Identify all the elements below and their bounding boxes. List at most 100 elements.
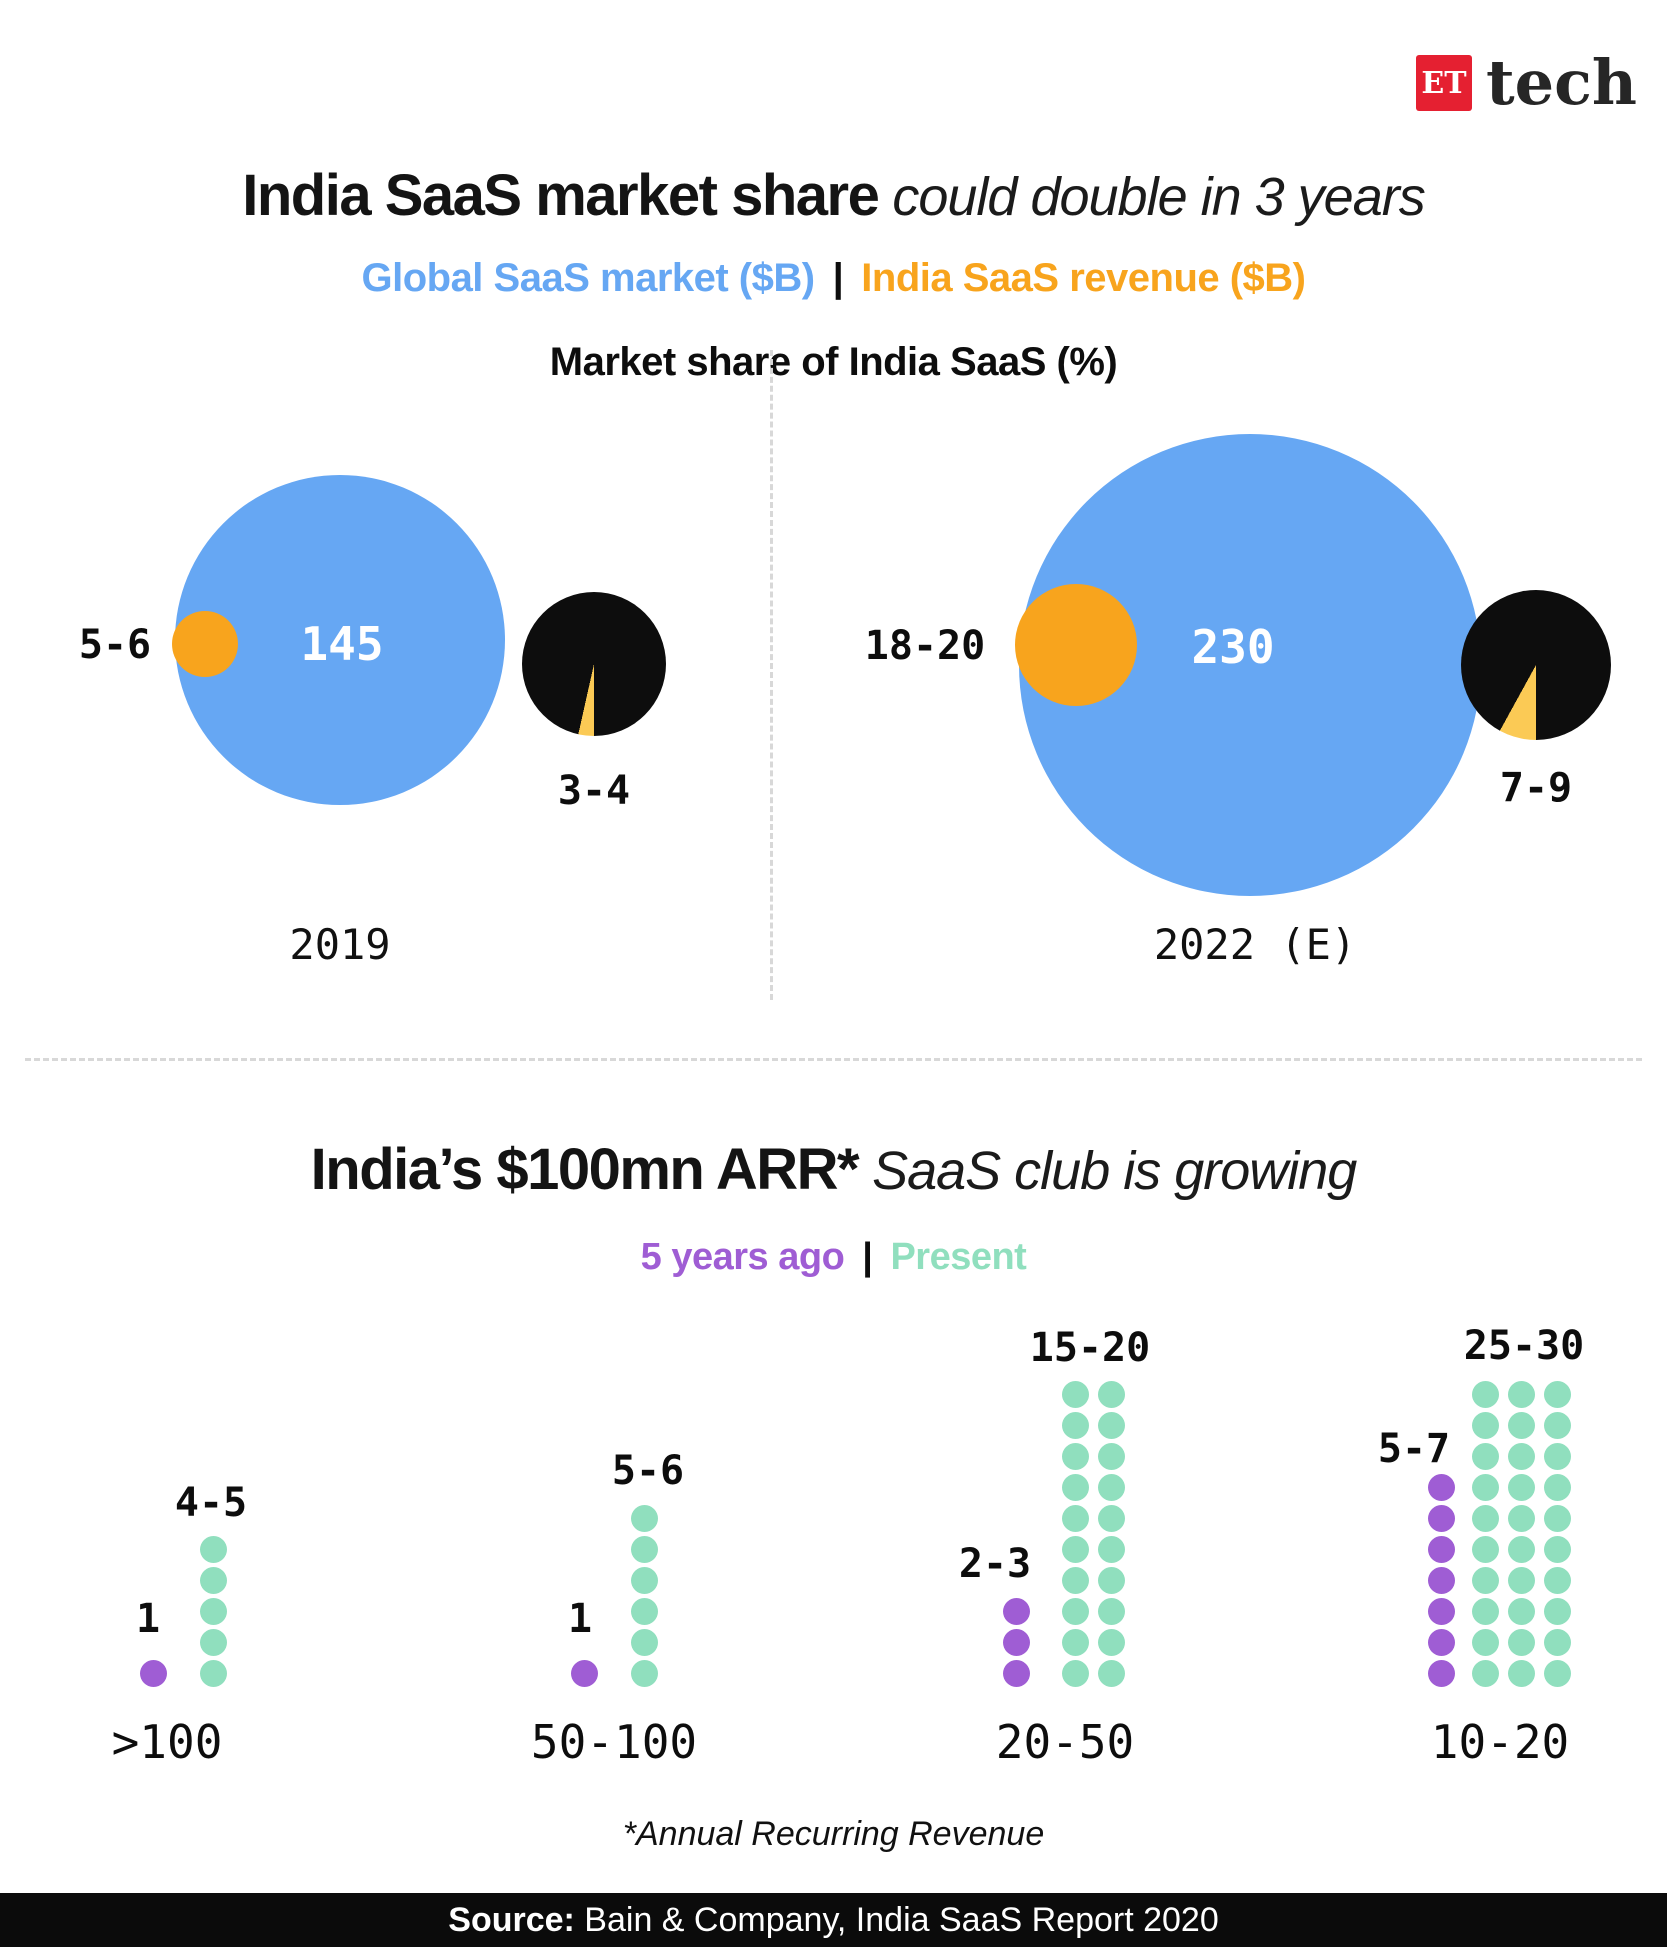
category-label: >100 [111, 1715, 223, 1769]
past-dots [140, 1660, 167, 1687]
company-dot [1062, 1412, 1089, 1439]
past-count-label: 1 [567, 1596, 593, 1642]
present-dots [1472, 1381, 1571, 1687]
section1-subtitle: Market share of India SaaS (%) [549, 340, 1118, 384]
company-dot [631, 1598, 658, 1625]
company-dot [1062, 1598, 1089, 1625]
section1-legend: Global SaaS market ($B) | India SaaS reven… [0, 256, 1667, 301]
company-dot [1428, 1474, 1455, 1501]
company-dot [1098, 1536, 1125, 1563]
company-dot [1472, 1443, 1499, 1470]
market-share-label-2019: 3-4 [557, 768, 631, 814]
company-dot [1472, 1505, 1499, 1532]
company-dot [1508, 1536, 1535, 1563]
company-dot [631, 1536, 658, 1563]
company-dot [1544, 1629, 1571, 1656]
company-dot [1062, 1505, 1089, 1532]
year-label-2019: 2019 [289, 920, 391, 969]
company-dot [1098, 1567, 1125, 1594]
dot-column [1428, 1474, 1455, 1687]
tech-logo-text: tech [1486, 46, 1637, 119]
company-dot [1098, 1629, 1125, 1656]
legend-global-saas: Global SaaS market ($B) [361, 256, 815, 300]
present-count-label: 4-5 [174, 1480, 248, 1526]
company-dot [1428, 1505, 1455, 1532]
past-dots [571, 1660, 598, 1687]
global-market-label-2019: 145 [300, 617, 384, 671]
legend-present: Present [890, 1236, 1027, 1278]
past-count-label: 5-7 [1377, 1426, 1451, 1472]
india-revenue-bubble-2022 [1015, 584, 1137, 706]
legend-divider: | [832, 256, 844, 300]
company-dot [1508, 1381, 1535, 1408]
dot-column [1003, 1598, 1030, 1687]
company-dot [631, 1505, 658, 1532]
company-dot [1508, 1629, 1535, 1656]
company-dot [1508, 1412, 1535, 1439]
company-dot [1508, 1505, 1535, 1532]
company-dot [1508, 1474, 1535, 1501]
company-dot [200, 1660, 227, 1687]
ettech-logo: ET tech [1416, 52, 1637, 114]
company-dot [1472, 1381, 1499, 1408]
company-dot [631, 1567, 658, 1594]
global-market-label-2022: 230 [1191, 620, 1275, 674]
dot-column [200, 1536, 227, 1687]
india-revenue-label-2019: 5-6 [78, 622, 152, 668]
company-dot [1098, 1598, 1125, 1625]
company-dot [1098, 1660, 1125, 1687]
company-dot [1062, 1629, 1089, 1656]
arr-footnote: *Annual Recurring Revenue [622, 1815, 1045, 1853]
company-dot [1062, 1474, 1089, 1501]
company-dot [140, 1660, 167, 1687]
et-logo-box: ET [1416, 55, 1472, 111]
et-logo-text: ET [1421, 65, 1467, 101]
company-dot [1508, 1567, 1535, 1594]
company-dot [1472, 1536, 1499, 1563]
dot-column [1544, 1381, 1571, 1687]
company-dot [1428, 1629, 1455, 1656]
company-dot [1062, 1443, 1089, 1470]
present-count-label: 15-20 [1029, 1325, 1151, 1371]
india-revenue-bubble-2019 [172, 611, 238, 677]
category-label: 50-100 [530, 1715, 698, 1769]
company-dot [1544, 1412, 1571, 1439]
market-share-pie-2019 [522, 592, 666, 736]
company-dot [1428, 1660, 1455, 1687]
company-dot [1544, 1660, 1571, 1687]
company-dot [1062, 1660, 1089, 1687]
present-dots [631, 1505, 658, 1687]
company-dot [1472, 1660, 1499, 1687]
market-share-label-2022: 7-9 [1499, 765, 1573, 811]
past-dots [1003, 1598, 1030, 1687]
past-dots [1428, 1474, 1455, 1687]
company-dot [631, 1629, 658, 1656]
source-label: Source: [448, 1900, 575, 1939]
legend2-divider: | [862, 1236, 873, 1278]
present-count-label: 25-30 [1463, 1323, 1585, 1369]
section1-title: India SaaS market share could double in … [0, 162, 1667, 229]
dot-column [1472, 1381, 1499, 1687]
category-label: 20-50 [995, 1715, 1135, 1769]
present-count-label: 5-6 [611, 1448, 685, 1494]
present-dots [200, 1536, 227, 1687]
past-count-label: 2-3 [958, 1541, 1032, 1587]
company-dot [200, 1629, 227, 1656]
company-dot [1062, 1381, 1089, 1408]
section1-title-italic: could double in 3 years [878, 167, 1425, 227]
company-dot [1062, 1536, 1089, 1563]
company-dot [1508, 1660, 1535, 1687]
company-dot [631, 1660, 658, 1687]
company-dot [1098, 1474, 1125, 1501]
company-dot [1098, 1412, 1125, 1439]
section2-title: India’s $100mn ARR* SaaS club is growing [0, 1136, 1667, 1203]
company-dot [200, 1536, 227, 1563]
company-dot [1098, 1505, 1125, 1532]
past-count-label: 1 [135, 1596, 161, 1642]
company-dot [1544, 1381, 1571, 1408]
year-label-2022: 2022 (E) [1153, 920, 1357, 969]
vertical-dashed-divider [770, 350, 773, 1000]
dot-column [140, 1660, 167, 1687]
company-dot [1428, 1567, 1455, 1594]
